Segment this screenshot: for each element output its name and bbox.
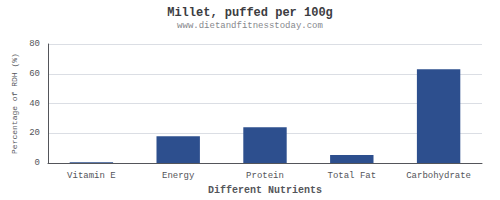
svg-text:Carbohydrate: Carbohydrate [406,171,471,181]
svg-text:20: 20 [29,128,40,138]
svg-text:40: 40 [29,99,40,109]
svg-text:Millet, puffed per 100g: Millet, puffed per 100g [167,6,333,20]
svg-text:Protein: Protein [246,171,284,181]
svg-text:Total Fat: Total Fat [327,171,376,181]
svg-text:0: 0 [35,158,40,168]
svg-text:80: 80 [29,39,40,49]
svg-text:Percentage of RDH (%): Percentage of RDH (%) [10,53,19,154]
svg-text:Energy: Energy [162,171,195,181]
svg-text:Different Nutrients: Different Nutrients [208,185,322,196]
svg-text:60: 60 [29,69,40,79]
svg-text:Vitamin E: Vitamin E [67,171,116,181]
svg-text:www.dietandfitnesstoday.com: www.dietandfitnesstoday.com [177,21,323,31]
